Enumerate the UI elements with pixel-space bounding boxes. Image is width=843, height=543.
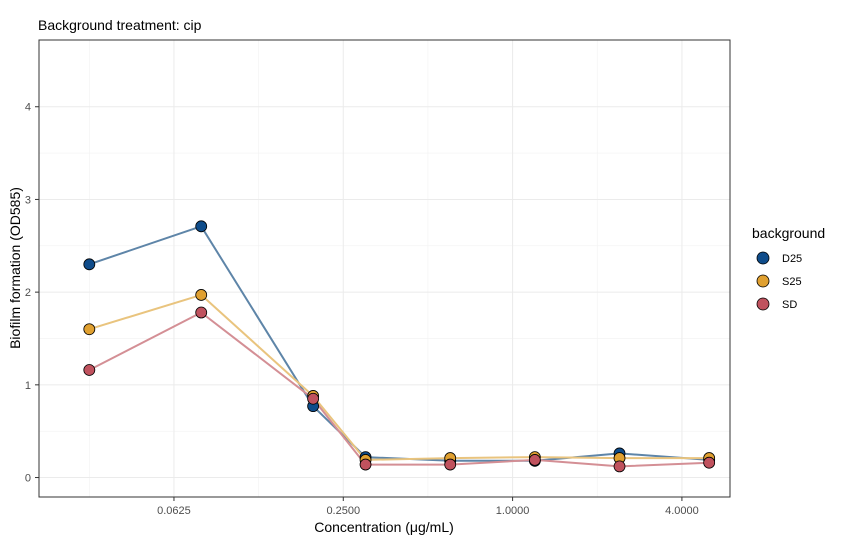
- legend-label-s25: S25: [782, 276, 802, 288]
- x-tick-label: 4.0000: [665, 505, 699, 517]
- data-point-s25: [83, 323, 96, 336]
- y-tick-label: 3: [25, 194, 31, 206]
- series-lines: [88, 225, 710, 468]
- x-axis: 0.0625 0.2500 1.0000 4.0000: [157, 497, 699, 517]
- data-point-s25: [195, 289, 208, 301]
- legend-label-d25: D25: [782, 253, 802, 265]
- y-tick-label: 2: [25, 287, 31, 299]
- x-tick-label: 0.0625: [157, 505, 191, 517]
- x-tick-label: 1.0000: [496, 505, 530, 517]
- plot-panel: [39, 40, 730, 497]
- legend-swatch-sd: [756, 297, 770, 311]
- x-axis-title: Concentration (μg/mL): [314, 519, 454, 535]
- data-point-sd: [613, 460, 626, 473]
- y-tick-label: 0: [25, 473, 31, 485]
- legend-swatch-s25: [756, 274, 770, 288]
- data-point-d25: [83, 258, 96, 271]
- data-point-sd: [195, 306, 208, 319]
- legend-label-sd: SD: [782, 299, 797, 311]
- plot-title: Background treatment: cip: [38, 17, 202, 33]
- series-line-sd: [88, 311, 710, 468]
- data-point-sd: [359, 458, 372, 471]
- data-point-sd: [307, 392, 320, 405]
- plot-border: [38, 39, 731, 498]
- grid-major: [39, 40, 730, 497]
- legend-title: background: [752, 225, 825, 241]
- series-points: [83, 220, 716, 473]
- y-axis-title: Biofilm formation (OD585): [7, 187, 23, 349]
- data-point-sd: [83, 364, 96, 376]
- data-point-sd: [528, 454, 541, 466]
- series-line-s25: [89, 293, 710, 461]
- y-tick-label: 4: [25, 102, 31, 114]
- data-point-sd: [703, 456, 716, 469]
- legend-swatch-d25: [756, 251, 770, 265]
- data-point-sd: [444, 458, 457, 471]
- legend: background D25 S25 SD: [752, 225, 825, 315]
- x-tick-label: 0.2500: [326, 505, 360, 517]
- y-axis: 0 1 2 3 4: [25, 102, 39, 485]
- data-point-d25: [195, 220, 208, 233]
- y-tick-label: 1: [25, 380, 31, 392]
